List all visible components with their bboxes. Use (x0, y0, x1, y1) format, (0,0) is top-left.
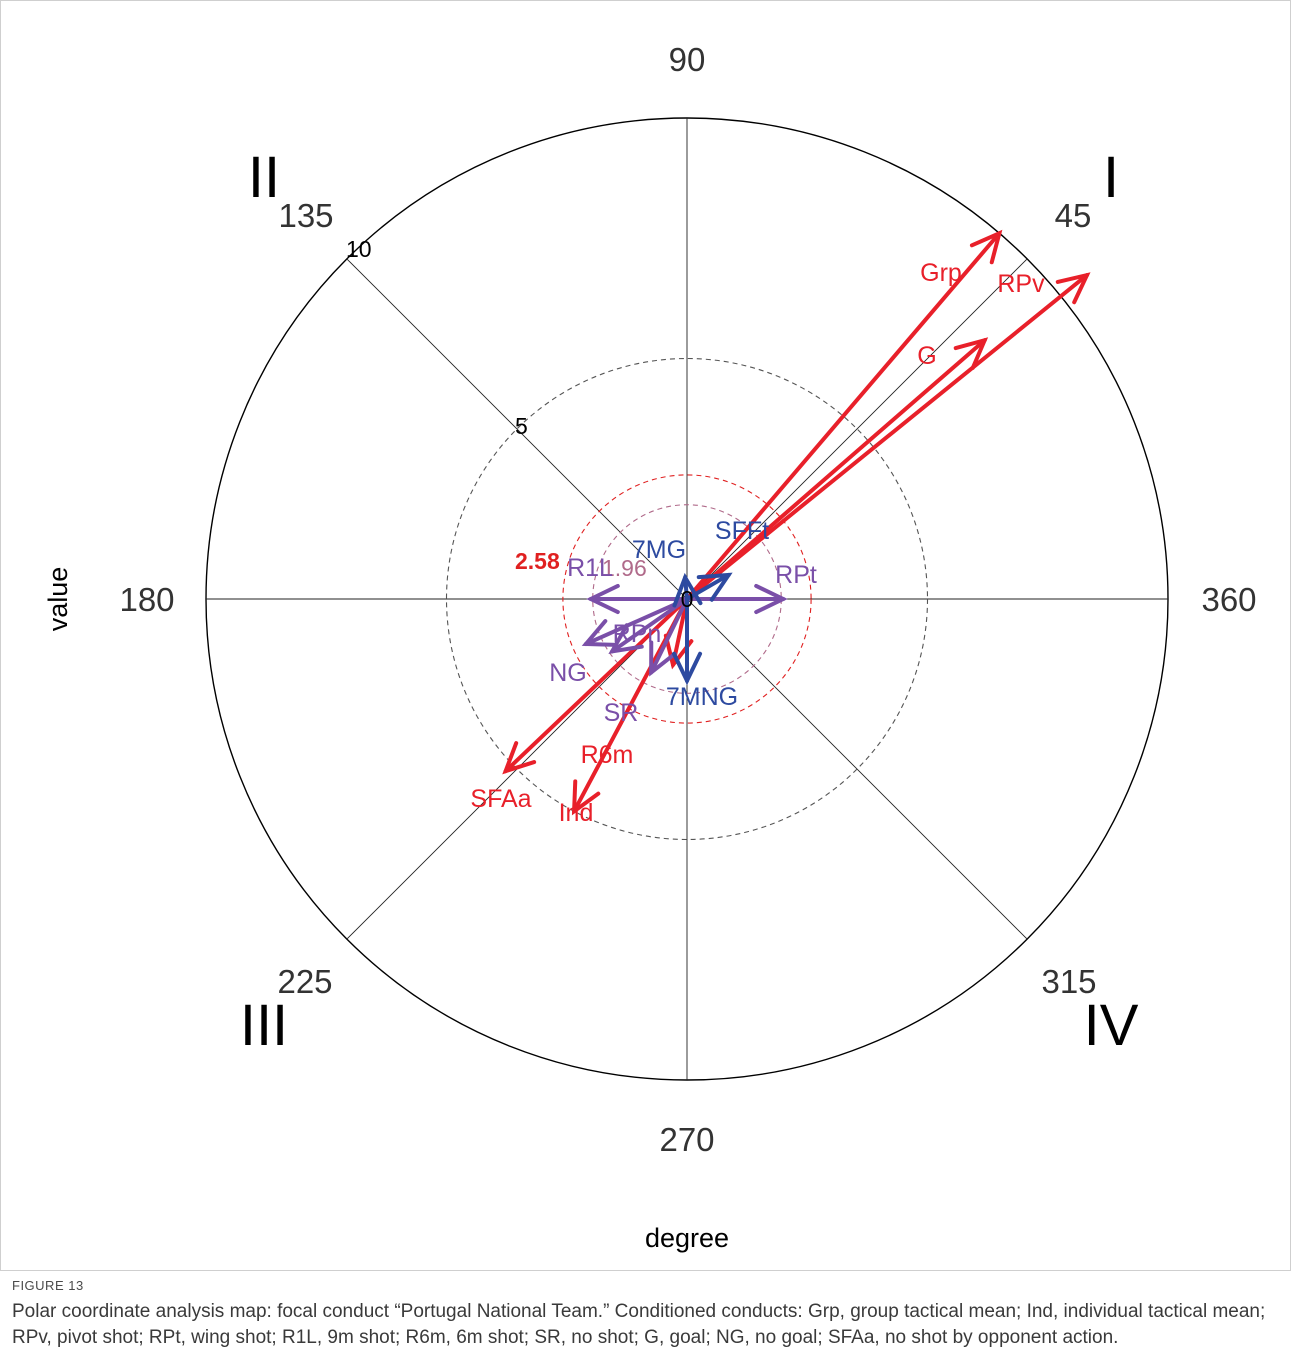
radial-tick-label: 10 (346, 236, 372, 262)
vector-shaft (685, 231, 1002, 601)
vector-label: SFAa (470, 785, 531, 813)
vector-ng (581, 597, 689, 647)
vector-arrowhead (502, 741, 537, 775)
vector-grp (685, 229, 1003, 601)
quadrant-label: I (1103, 145, 1119, 210)
vector-shaft (685, 338, 987, 601)
figure-caption: FIGURE 13 Polar coordinate analysis map:… (12, 1278, 1282, 1351)
vector-r1l (586, 583, 689, 615)
vector-arrowhead (953, 337, 989, 370)
vector-arrowhead (969, 229, 1003, 265)
significance-circle (562, 474, 812, 724)
radial-tick-label: 5 (515, 413, 528, 439)
vector-shaft (583, 597, 689, 646)
quadrant-label: IV (1084, 993, 1139, 1058)
angle-tick-label: 90 (669, 41, 706, 78)
vector-label: Grp (920, 259, 962, 287)
vector-shaft (610, 597, 689, 654)
caption-text: Polar coordinate analysis map: focal con… (12, 1301, 1266, 1348)
vector-arrowhead (581, 619, 618, 647)
vector-label: Ind (559, 799, 594, 827)
vector-label: SFFt (715, 517, 769, 545)
significance-label: 1.96 (602, 555, 647, 581)
angle-tick-label: 45 (1055, 197, 1092, 234)
vector-label: RPn (613, 620, 662, 648)
vector-label: R6m (581, 741, 634, 769)
vector-label: R1L (567, 554, 613, 582)
vector-7mg (672, 572, 703, 608)
vector-arrowhead (649, 640, 677, 677)
vector-arrowhead (696, 572, 733, 602)
vector-shaft (503, 597, 689, 774)
angle-tick-label: 225 (277, 963, 332, 1000)
vector-arrowhead (672, 572, 703, 608)
y-axis-title: value (43, 567, 73, 632)
quadrant-label: II (248, 145, 280, 210)
vector-arrowhead (608, 623, 644, 655)
vector-arrowhead (1055, 272, 1091, 305)
vector-7mng (671, 597, 703, 686)
vector-sr (649, 597, 689, 677)
vector-label: RPv (997, 270, 1045, 298)
vector-rpn (608, 597, 689, 655)
vector-label: RPt (775, 561, 817, 589)
angle-tick-label: 270 (659, 1121, 714, 1158)
vector-label: 7MG (632, 536, 686, 564)
caption-label: FIGURE 13 (12, 1278, 84, 1293)
vector-arrowhead (671, 651, 703, 686)
vector-label: 7MNG (666, 683, 738, 711)
vector-rpv (685, 272, 1091, 601)
quadrant-label: III (240, 993, 288, 1058)
x-axis-title: degree (645, 1223, 729, 1253)
vector-label: SR (604, 699, 639, 727)
angle-tick-label: 135 (278, 197, 333, 234)
vector-sfaa (502, 597, 689, 775)
vector-shaft (649, 597, 689, 675)
significance-label: 2.58 (515, 548, 560, 574)
vector-arrowhead (571, 779, 601, 816)
vector-arrowhead (754, 583, 788, 615)
angle-tick-label: 360 (1201, 581, 1256, 618)
figure-frame: 1.96 2.58 0 5 10 90 45 135 180 360 225 270 315 I II III… (0, 0, 1291, 1271)
vector-label: G (917, 342, 936, 370)
significance-circle (445, 357, 929, 841)
angle-tick-label: 180 (119, 581, 174, 618)
vector-label: NG (549, 659, 587, 687)
vector-rpt (685, 583, 788, 615)
vector-shaft (685, 273, 1089, 601)
vector-arrowhead (586, 583, 620, 615)
vector-g (685, 337, 989, 601)
angle-tick-label: 315 (1041, 963, 1096, 1000)
radial-tick-label: 0 (681, 586, 694, 612)
